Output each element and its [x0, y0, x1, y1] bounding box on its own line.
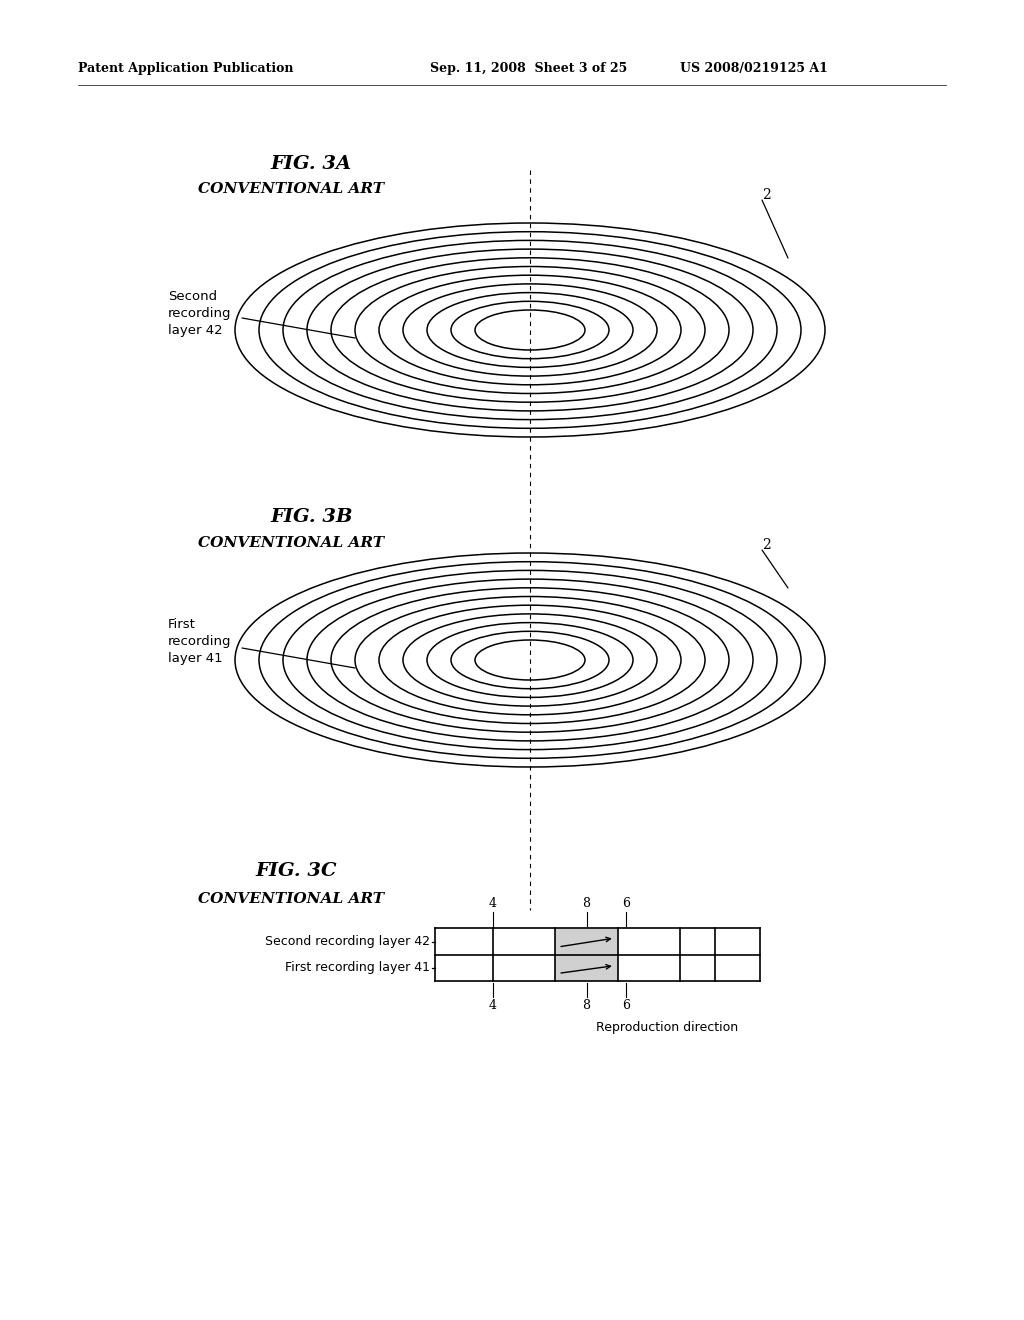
- Text: 8: 8: [583, 999, 591, 1012]
- Text: First
recording
layer 41: First recording layer 41: [168, 618, 231, 665]
- Text: CONVENTIONAL ART: CONVENTIONAL ART: [198, 892, 384, 906]
- Text: 2: 2: [762, 539, 771, 552]
- Text: 4: 4: [489, 999, 497, 1012]
- Text: Patent Application Publication: Patent Application Publication: [78, 62, 294, 75]
- Text: 8: 8: [583, 898, 591, 909]
- Text: 6: 6: [622, 999, 630, 1012]
- Text: CONVENTIONAL ART: CONVENTIONAL ART: [198, 182, 384, 195]
- Text: 4: 4: [489, 898, 497, 909]
- Text: 6: 6: [622, 898, 630, 909]
- Bar: [555, 928, 618, 954]
- Text: CONVENTIONAL ART: CONVENTIONAL ART: [198, 536, 384, 550]
- Text: 2: 2: [762, 187, 771, 202]
- Text: FIG. 3C: FIG. 3C: [255, 862, 337, 880]
- Text: Second recording layer 42: Second recording layer 42: [265, 935, 430, 948]
- Text: FIG. 3A: FIG. 3A: [270, 154, 351, 173]
- Text: US 2008/0219125 A1: US 2008/0219125 A1: [680, 62, 827, 75]
- Text: FIG. 3B: FIG. 3B: [270, 508, 352, 525]
- Text: Reproduction direction: Reproduction direction: [597, 1020, 738, 1034]
- Bar: [555, 954, 618, 981]
- Text: Sep. 11, 2008  Sheet 3 of 25: Sep. 11, 2008 Sheet 3 of 25: [430, 62, 628, 75]
- Text: First recording layer 41: First recording layer 41: [285, 961, 430, 974]
- Text: Second
recording
layer 42: Second recording layer 42: [168, 290, 231, 337]
